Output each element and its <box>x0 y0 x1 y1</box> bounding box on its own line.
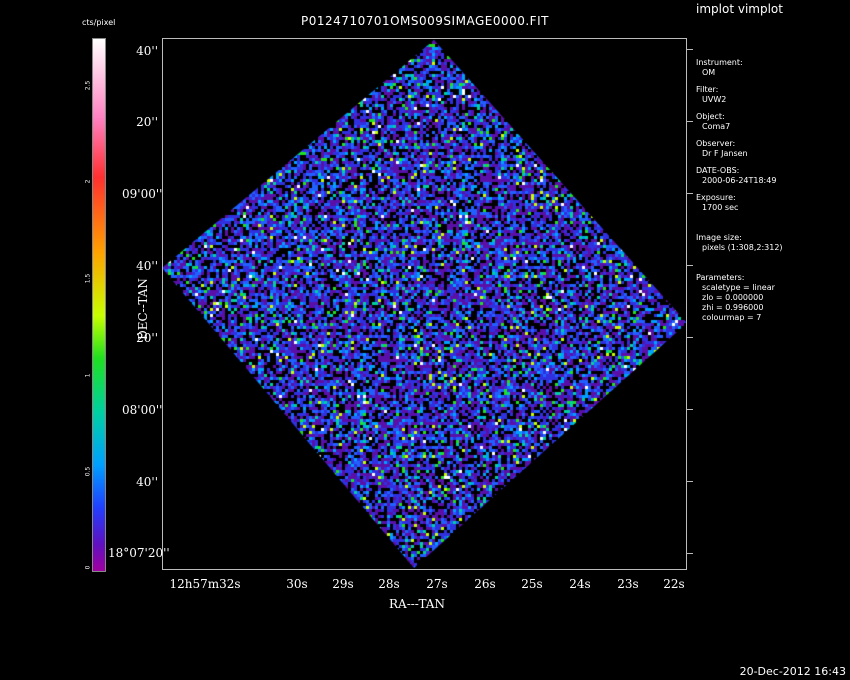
app-label: implot vimplot <box>696 2 783 16</box>
colorbar-tick: 1.5 <box>84 273 92 284</box>
x-tick-label: 25s <box>521 577 543 591</box>
x-tick-label: 28s <box>378 577 400 591</box>
observer-value: Dr F Jansen <box>702 149 748 158</box>
plot-frame <box>162 38 687 570</box>
x-tick-label: 27s <box>426 577 448 591</box>
params-label: Parameters: <box>696 273 745 282</box>
imgsize-label: Image size: <box>696 233 742 242</box>
y-tick-label: 09'00'' <box>122 187 163 201</box>
filter-label: Filter: <box>696 85 719 94</box>
exposure-label: Exposure: <box>696 193 736 202</box>
colorbar-tick: 0.5 <box>84 466 92 477</box>
x-tick-label: 24s <box>569 577 591 591</box>
imgsize-value: pixels (1:308,2:312) <box>702 243 783 252</box>
date-label: DATE-OBS: <box>696 166 740 175</box>
x-tick-label: 26s <box>474 577 496 591</box>
y-tick-label: 40'' <box>136 259 158 273</box>
y-tick-label: 20'' <box>136 115 158 129</box>
colorbar-tick: 2 <box>84 179 92 184</box>
x-tick-label: 22s <box>663 577 685 591</box>
info-panel: Instrument: OM Filter: UVW2 Object: Coma… <box>696 58 783 330</box>
x-axis-label: RA---TAN <box>389 597 445 611</box>
colourmap-value: colourmap = 7 <box>702 313 762 322</box>
colorbar-tick: 0 <box>84 565 92 570</box>
y-tick-label: 40'' <box>136 44 158 58</box>
instrument-value: OM <box>702 68 716 77</box>
object-value: Coma7 <box>702 122 731 131</box>
exposure-value: 1700 sec <box>702 203 739 212</box>
y-tick-label: 40'' <box>136 475 158 489</box>
colorbar <box>92 38 106 572</box>
object-label: Object: <box>696 112 725 121</box>
sky-image[interactable] <box>162 38 687 570</box>
colorbar-label: cts/pixel <box>82 18 116 27</box>
timestamp: 20-Dec-2012 16:43 <box>739 665 846 678</box>
x-tick-label: 12h57m32s <box>169 577 241 591</box>
y-axis-label: DEC--TAN <box>136 278 150 340</box>
zlo-value: zlo = 0.000000 <box>702 293 764 302</box>
date-value: 2000-06-24T18:49 <box>702 176 777 185</box>
scaletype-value: scaletype = linear <box>702 283 775 292</box>
filter-value: UVW2 <box>702 95 727 104</box>
y-tick-label: 08'00'' <box>122 403 163 417</box>
colorbar-tick: 1 <box>84 373 92 378</box>
zhi-value: zhi = 0.996000 <box>702 303 764 312</box>
observer-label: Observer: <box>696 139 736 148</box>
y-tick-label: 20'' <box>136 331 158 345</box>
colorbar-tick: 2.5 <box>84 80 92 91</box>
x-tick-label: 30s <box>286 577 308 591</box>
image-title: P0124710701OMS009SIMAGE0000.FIT <box>301 14 549 28</box>
x-tick-label: 23s <box>617 577 639 591</box>
instrument-label: Instrument: <box>696 58 743 67</box>
x-tick-label: 29s <box>332 577 354 591</box>
y-tick-label: 18°07'20'' <box>108 546 170 560</box>
